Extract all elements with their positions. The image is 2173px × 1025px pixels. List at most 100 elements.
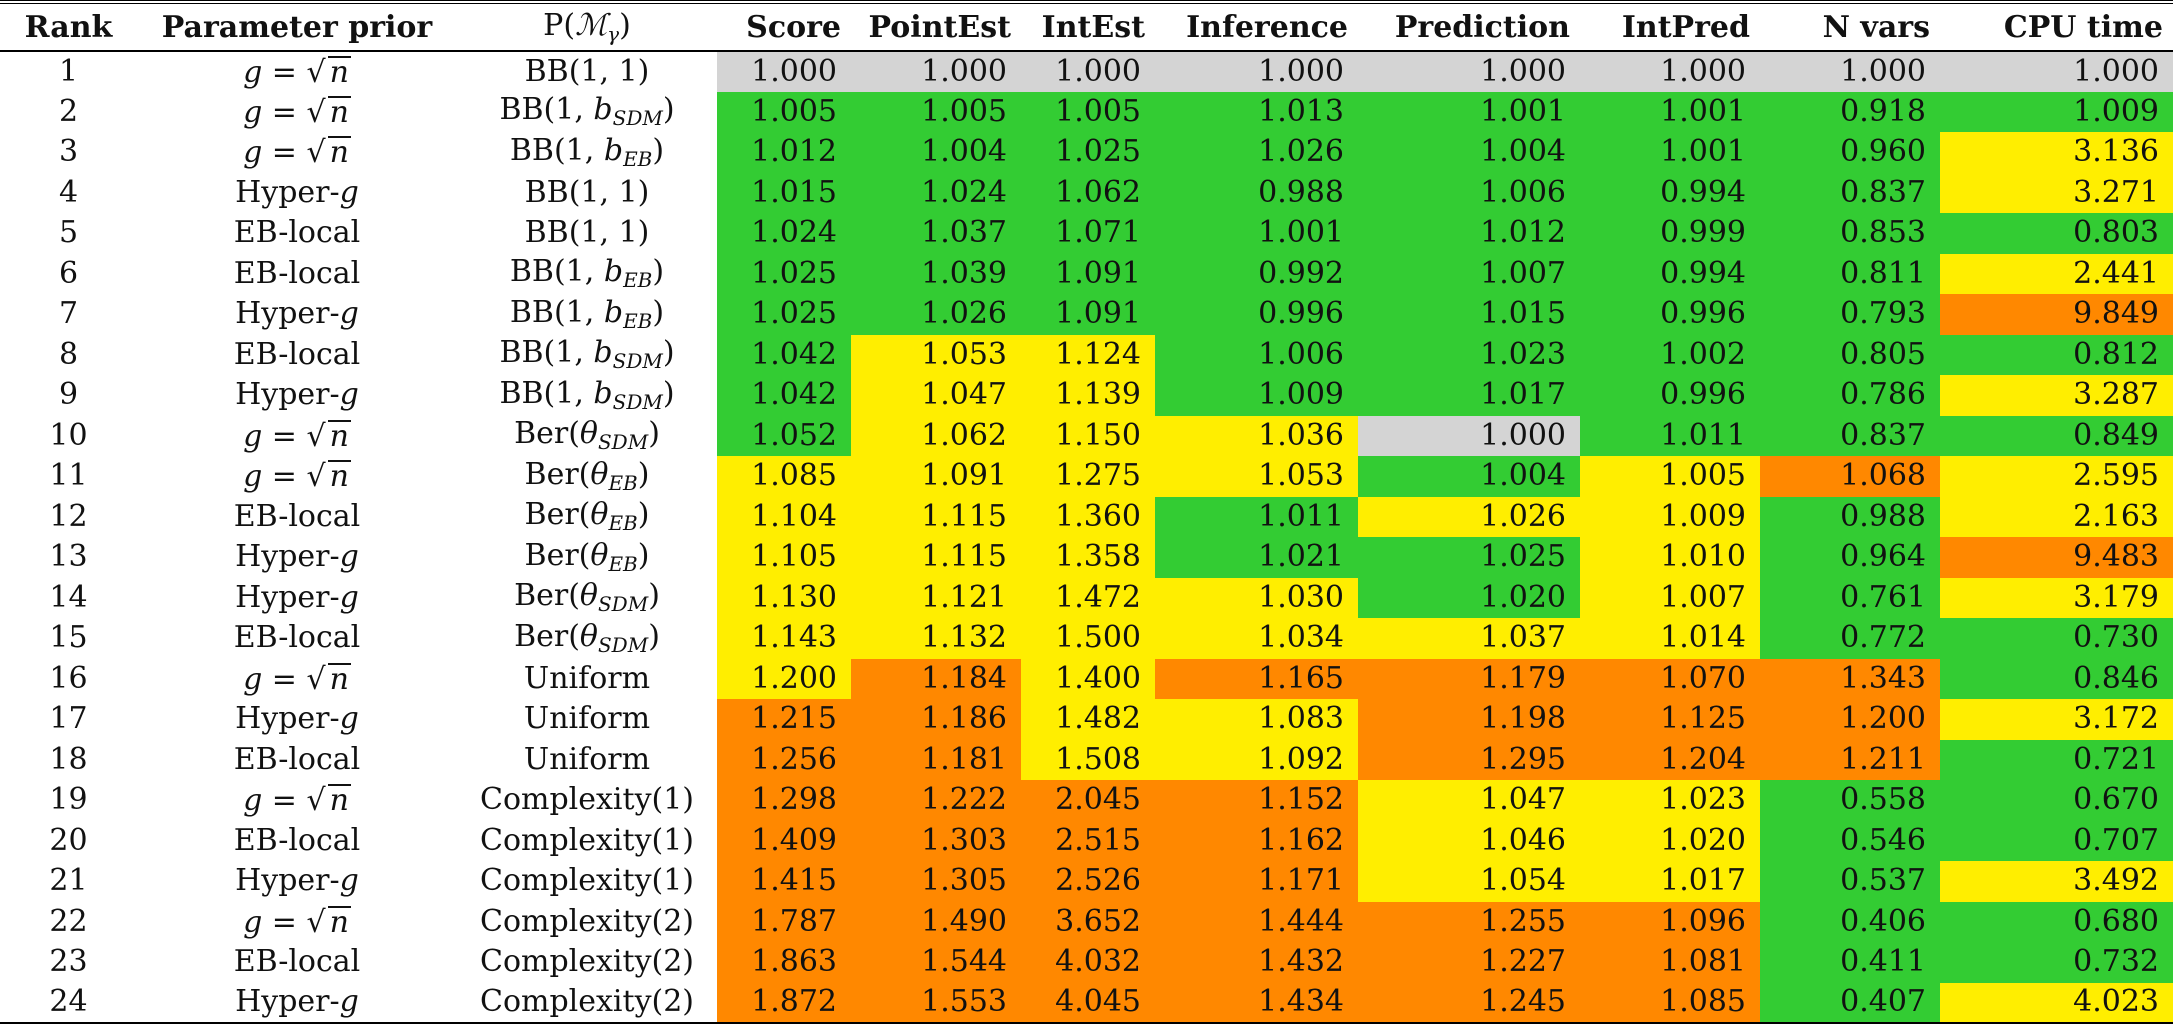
pointest-cell: 1.024 (851, 172, 1021, 213)
rank-cell: 6 (58, 255, 79, 291)
rank-cell: 13 (49, 539, 88, 575)
model-prior-cell: Ber(θSDM) (514, 578, 660, 617)
model-prior-cell: BB(1, bEB) (509, 254, 665, 293)
header-rank: Rank (0, 0, 137, 52)
nvars-cell: 0.805 (1760, 334, 1940, 375)
inference-cell: 1.034 (1155, 618, 1358, 659)
score-cell: 1.256 (717, 739, 851, 780)
inference-cell: 1.083 (1155, 699, 1358, 740)
table-row: 7 Hyper-g BB(1, bEB) 1.025 1.026 1.091 0.996 1.… (0, 294, 2173, 335)
intpred-cell: 1.007 (1580, 577, 1760, 618)
intpred-cell: 1.009 (1580, 496, 1760, 537)
prediction-cell: 1.255 (1358, 901, 1580, 942)
pointest-cell: 1.303 (851, 820, 1021, 861)
intpred-cell: 1.096 (1580, 901, 1760, 942)
intpred-cell: 1.070 (1580, 658, 1760, 699)
model-prior-cell: BB(1, bSDM) (499, 92, 675, 131)
table-row: 14 Hyper-g Ber(θSDM) 1.130 1.121 1.472 1.030 1.… (0, 577, 2173, 618)
prediction-cell: 1.198 (1358, 699, 1580, 740)
nvars-cell: 0.558 (1760, 780, 1940, 821)
nvars-cell: 1.200 (1760, 699, 1940, 740)
prediction-cell: 1.004 (1358, 132, 1580, 173)
nvars-cell: 0.837 (1760, 172, 1940, 213)
score-cell: 1.025 (717, 253, 851, 294)
cpu-cell: 0.721 (1940, 739, 2173, 780)
model-prior-cell: Complexity(1) (479, 863, 695, 899)
pointest-cell: 1.490 (851, 901, 1021, 942)
intest-cell: 1.005 (1021, 91, 1155, 132)
inference-cell: 1.000 (1155, 51, 1358, 92)
prediction-cell: 1.001 (1358, 91, 1580, 132)
score-cell: 1.042 (717, 375, 851, 416)
pointest-cell: 1.005 (851, 91, 1021, 132)
prediction-cell: 1.037 (1358, 618, 1580, 659)
cpu-cell: 1.000 (1940, 51, 2173, 92)
table-row: 10 g = √ n Ber(θSDM) 1.052 1.062 1.150 1.036 1.0… (0, 415, 2173, 456)
intest-cell: 1.400 (1021, 658, 1155, 699)
prediction-cell: 1.000 (1358, 415, 1580, 456)
table-row: 11 g = √ n Ber(θEB) 1.085 1.091 1.275 1.053 1.00… (0, 456, 2173, 497)
intest-cell: 1.358 (1021, 537, 1155, 578)
inference-cell: 1.432 (1155, 942, 1358, 983)
intpred-cell: 1.005 (1580, 456, 1760, 497)
rank-cell: 14 (49, 579, 88, 615)
pointest-cell: 1.115 (851, 537, 1021, 578)
intest-cell: 1.124 (1021, 334, 1155, 375)
rank-cell: 4 (58, 174, 79, 210)
table-row: 23 EB-local Complexity(2) 1.863 1.544 4.032 1.… (0, 942, 2173, 983)
rank-cell: 12 (49, 498, 88, 534)
nvars-cell: 0.537 (1760, 861, 1940, 902)
model-prior-cell: Ber(θEB) (524, 456, 650, 495)
model-prior-cell: Complexity(2) (479, 903, 695, 939)
parameter-prior-cell: EB-local (233, 944, 361, 980)
table-row: 17 Hyper-g Uniform 1.215 1.186 1.482 1.083 1.19… (0, 699, 2173, 740)
parameter-prior-cell: EB-local (233, 498, 361, 534)
intest-cell: 1.500 (1021, 618, 1155, 659)
intpred-cell: 0.999 (1580, 213, 1760, 254)
pointest-cell: 1.000 (851, 51, 1021, 92)
table-row: 4 Hyper-g BB(1, 1) 1.015 1.024 1.062 0.988 1.00… (0, 172, 2173, 213)
prediction-cell: 1.179 (1358, 658, 1580, 699)
score-cell: 1.015 (717, 172, 851, 213)
score-cell: 1.200 (717, 658, 851, 699)
parameter-prior-cell: g = √ n (243, 135, 351, 171)
inference-cell: 1.171 (1155, 861, 1358, 902)
pointest-cell: 1.181 (851, 739, 1021, 780)
rank-cell: 22 (49, 903, 88, 939)
nvars-cell: 1.068 (1760, 456, 1940, 497)
inference-cell: 1.165 (1155, 658, 1358, 699)
pointest-cell: 1.222 (851, 780, 1021, 821)
header-inference: Inference (1155, 0, 1358, 52)
parameter-prior-cell: Hyper-g (235, 863, 359, 899)
model-prior-cell: Complexity(2) (479, 944, 695, 980)
score-cell: 1.415 (717, 861, 851, 902)
nvars-cell: 0.853 (1760, 213, 1940, 254)
rank-cell: 24 (0, 982, 137, 1024)
header-model-prior: P(ℳγ) (457, 0, 717, 52)
nvars-cell: 1.343 (1760, 658, 1940, 699)
model-prior-cell: BB(1, bSDM) (499, 335, 675, 374)
pointest-cell: 1.121 (851, 577, 1021, 618)
intest-cell: 2.515 (1021, 820, 1155, 861)
intpred-cell: 0.996 (1580, 294, 1760, 335)
table-row: 21 Hyper-g Complexity(1) 1.415 1.305 2.526 1.1… (0, 861, 2173, 902)
intpred-cell: 1.010 (1580, 537, 1760, 578)
intest-cell: 4.032 (1021, 942, 1155, 983)
pointest-cell: 1.132 (851, 618, 1021, 659)
cpu-cell: 0.730 (1940, 618, 2173, 659)
nvars-cell: 0.786 (1760, 375, 1940, 416)
pointest-cell: 1.115 (851, 496, 1021, 537)
rank-cell: 9 (58, 377, 79, 413)
table-row: 5 EB-local BB(1, 1) 1.024 1.037 1.071 1.001 1.0… (0, 213, 2173, 254)
prediction-cell: 1.020 (1358, 577, 1580, 618)
inference-cell: 1.434 (1155, 982, 1358, 1024)
intest-cell: 1.360 (1021, 496, 1155, 537)
model-prior-cell: Uniform (523, 660, 651, 696)
model-prior-cell: BB(1, 1) (524, 53, 650, 89)
intpred-cell: 1.000 (1580, 51, 1760, 92)
parameter-prior-cell: g = √ n (243, 94, 351, 130)
model-prior-cell: Ber(θEB) (524, 537, 650, 576)
model-prior-cell: Complexity(1) (479, 822, 695, 858)
header-nvars: N vars (1760, 0, 1940, 52)
